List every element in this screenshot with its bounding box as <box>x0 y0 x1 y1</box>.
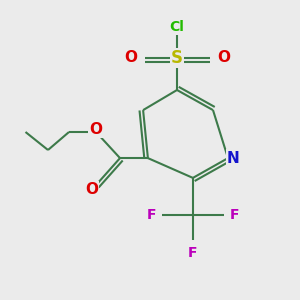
Text: F: F <box>188 246 198 260</box>
Text: S: S <box>171 49 183 67</box>
Text: O: O <box>89 122 103 136</box>
Text: N: N <box>227 151 240 166</box>
Text: O: O <box>218 50 230 65</box>
Text: O: O <box>85 182 98 197</box>
Text: F: F <box>230 208 240 222</box>
Text: Cl: Cl <box>169 20 184 34</box>
Text: O: O <box>124 50 137 65</box>
Text: F: F <box>146 208 156 222</box>
